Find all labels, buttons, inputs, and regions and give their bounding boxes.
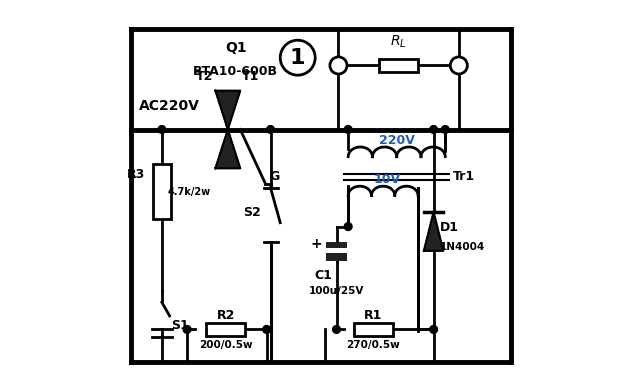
Circle shape [183, 326, 191, 333]
Circle shape [263, 326, 270, 333]
Text: G: G [270, 170, 280, 183]
Text: 100u/25V: 100u/25V [309, 285, 364, 296]
Bar [354, 323, 393, 336]
Text: 270/0.5w: 270/0.5w [347, 340, 400, 350]
Text: T2: T2 [196, 70, 213, 83]
Circle shape [429, 326, 437, 333]
Text: R3: R3 [127, 168, 146, 181]
Text: BTA10-600B: BTA10-600B [193, 65, 278, 78]
Circle shape [450, 57, 467, 74]
Text: S2: S2 [243, 206, 261, 219]
Text: 1N4004: 1N4004 [439, 242, 485, 252]
Bar [207, 323, 245, 336]
Circle shape [333, 326, 340, 333]
Circle shape [281, 40, 315, 75]
Text: S1: S1 [171, 319, 189, 332]
Circle shape [429, 126, 437, 133]
Text: 220V: 220V [379, 134, 415, 147]
Text: $R_L$: $R_L$ [390, 34, 407, 50]
Circle shape [441, 126, 449, 133]
Circle shape [344, 223, 352, 230]
Circle shape [158, 126, 166, 133]
Bar [379, 59, 418, 72]
Text: Q1: Q1 [225, 41, 247, 55]
Circle shape [344, 126, 352, 133]
Text: 10V: 10V [374, 173, 401, 186]
Text: R1: R1 [364, 308, 383, 322]
Text: Tr1: Tr1 [453, 170, 475, 183]
Circle shape [266, 126, 274, 133]
Text: 1: 1 [290, 48, 306, 68]
Polygon shape [216, 91, 240, 129]
Polygon shape [216, 129, 240, 168]
Text: T1: T1 [242, 70, 259, 83]
Polygon shape [424, 212, 443, 251]
Text: D1: D1 [439, 221, 458, 234]
Text: 4.7k/2w: 4.7k/2w [168, 187, 211, 197]
Bar [326, 242, 347, 248]
Circle shape [330, 57, 347, 74]
Text: R2: R2 [217, 308, 235, 322]
Text: +: + [310, 237, 322, 251]
Text: C1: C1 [315, 269, 333, 282]
Text: 200/0.5w: 200/0.5w [199, 340, 253, 350]
Bar [326, 253, 347, 261]
Bar [153, 165, 171, 219]
Text: AC220V: AC220V [139, 99, 200, 113]
